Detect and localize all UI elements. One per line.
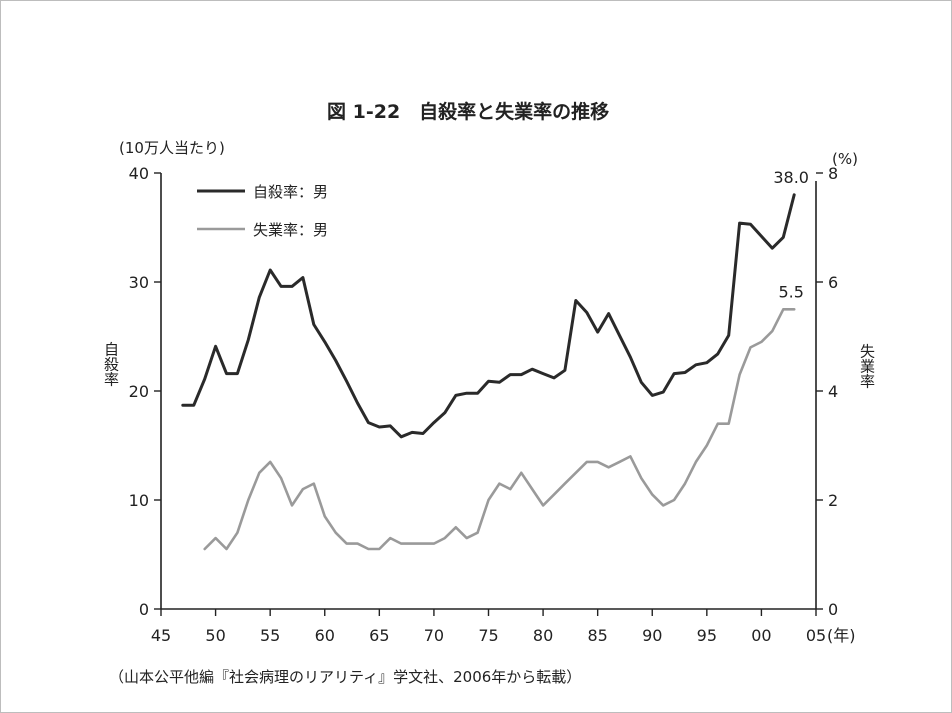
x-tick-label: 80 bbox=[533, 626, 553, 645]
y-tick-label: 20 bbox=[129, 382, 149, 401]
annotations: 38.0 5.5 bbox=[773, 168, 809, 301]
x-tick-label: 95 bbox=[697, 626, 717, 645]
x-tick-label: 85 bbox=[587, 626, 607, 645]
legend: 自殺率：男 失業率：男 bbox=[197, 183, 328, 239]
x-tick-label: 70 bbox=[424, 626, 444, 645]
x-tick-label: 05 bbox=[806, 626, 826, 645]
y2-tick-label: 8 bbox=[828, 164, 838, 183]
x-axis-unit: (年) bbox=[827, 626, 856, 645]
left-unit-label: (10万人当たり) bbox=[119, 139, 225, 157]
series-layer bbox=[181, 193, 796, 551]
y-axis-title: 自殺率 bbox=[102, 342, 120, 387]
suicide-rate-line bbox=[181, 193, 796, 439]
x-tick-label: 50 bbox=[205, 626, 225, 645]
x-tick-label: 65 bbox=[369, 626, 389, 645]
x-tick-label: 00 bbox=[751, 626, 771, 645]
y2-tick-label: 4 bbox=[828, 382, 838, 401]
x-tick-label: 45 bbox=[151, 626, 171, 645]
y2-tick-label: 2 bbox=[828, 491, 838, 510]
y-tick-label: 40 bbox=[129, 164, 149, 183]
x-tick-label: 90 bbox=[642, 626, 662, 645]
chart-title: 図 1-22 自殺率と失業率の推移 bbox=[327, 100, 609, 123]
source-note: （山本公平他編『社会病理のリアリティ』学文社、2006年から転載） bbox=[109, 668, 581, 686]
x-tick-label: 55 bbox=[260, 626, 280, 645]
unemployment-rate-line bbox=[203, 307, 796, 551]
right-unit-label: (%) bbox=[832, 150, 858, 168]
legend-label-unemployment: 失業率：男 bbox=[253, 221, 328, 239]
y2-tick-label: 0 bbox=[828, 600, 838, 619]
x-tick-label: 75 bbox=[478, 626, 498, 645]
suicide-end-value-label: 38.0 bbox=[773, 168, 809, 187]
unemployment-end-value-label: 5.5 bbox=[778, 282, 803, 301]
y-tick-label: 0 bbox=[139, 600, 149, 619]
y2-axis-title: 失業率 bbox=[858, 344, 876, 389]
legend-label-suicide: 自殺率：男 bbox=[253, 183, 328, 201]
y-tick-label: 30 bbox=[129, 273, 149, 292]
y-tick-label: 10 bbox=[129, 491, 149, 510]
y2-tick-label: 6 bbox=[828, 273, 838, 292]
x-tick-label: 60 bbox=[315, 626, 335, 645]
